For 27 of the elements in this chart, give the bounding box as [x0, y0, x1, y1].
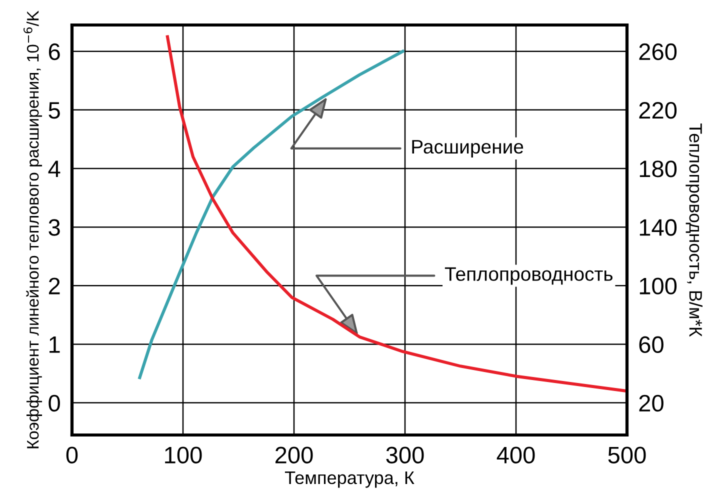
x-tick-label: 300: [386, 446, 424, 464]
annotation: Теплопроводность: [444, 267, 612, 285]
y-tick-label: 5: [48, 102, 60, 119]
y-tick-label: 1: [50, 336, 60, 353]
y2-tick-label: 260: [639, 43, 677, 60]
y-tick-label: 4: [48, 160, 60, 178]
y2-tick-label: 60: [639, 336, 664, 353]
annotation: Расширение: [412, 140, 524, 158]
line-series: [138, 50, 404, 380]
y2-tick-label: 180: [640, 160, 677, 178]
y-tick-label: 3: [48, 219, 60, 236]
x-tick-label: 100: [165, 446, 202, 464]
y2-tick-label: 140: [640, 219, 677, 236]
x-tick-label: 200: [275, 446, 313, 464]
x-tick-label: 500: [608, 446, 646, 464]
line-series: [166, 35, 627, 393]
y-tick-label: 2: [48, 278, 60, 294]
x-axis-title: Температура, К: [284, 472, 414, 488]
y-tick-label: 0: [48, 394, 60, 412]
y2-tick-label: 100: [640, 278, 677, 294]
x-tick-label: 0: [66, 446, 78, 464]
y2-tick-label: 220: [639, 102, 677, 119]
y2-axis-title: Теплопроводность, В/м*К: [686, 124, 702, 337]
y-tick-label: 6: [48, 43, 60, 60]
x-tick-label: 400: [496, 446, 535, 464]
y2-tick-label: 20: [639, 394, 664, 412]
y-axis-title: Коэффициент линейного теплового расширения, 10$^{−6}$/K: [24, 10, 42, 448]
